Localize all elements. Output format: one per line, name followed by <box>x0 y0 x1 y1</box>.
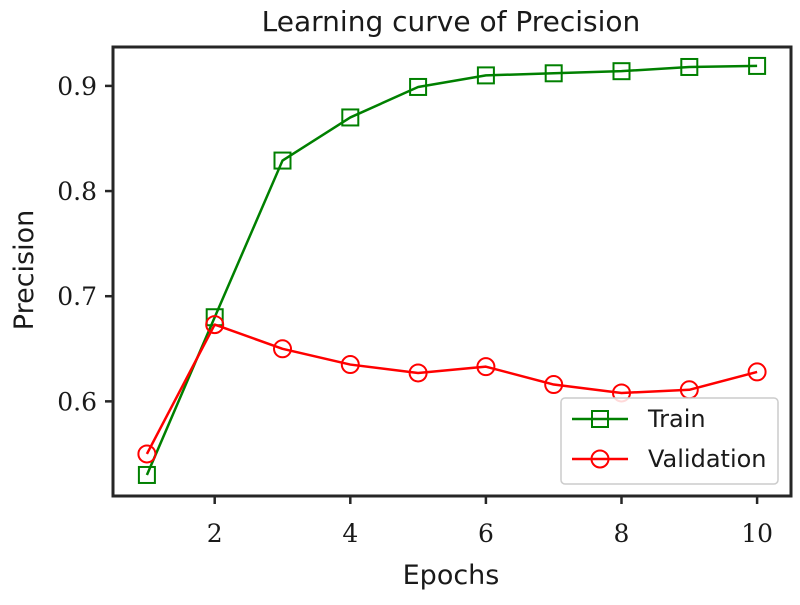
data-point-train <box>612 62 631 81</box>
legend-label-validation: Validation <box>648 445 767 473</box>
series-train <box>137 56 767 484</box>
legend-label-train: Train <box>647 405 706 433</box>
legend-item-validation: Validation <box>572 445 767 473</box>
y-tick-label: 0.9 <box>57 72 97 101</box>
series-layer <box>137 56 767 484</box>
legend: Train Validation <box>560 397 779 485</box>
data-point-train <box>748 56 767 75</box>
x-tick-label: 10 <box>741 519 773 548</box>
data-point-validation <box>273 339 292 359</box>
series-validation <box>137 315 767 464</box>
y-tick-label: 0.7 <box>57 282 97 311</box>
x-tick-label: 2 <box>207 519 223 548</box>
data-point-train <box>409 77 428 96</box>
data-point-validation <box>340 355 360 375</box>
data-point-train <box>137 465 156 484</box>
chart-title: Learning curve of Precision <box>262 5 641 38</box>
data-point-train <box>476 66 495 85</box>
legend-items: Train Validation <box>572 405 767 473</box>
data-point-train <box>341 108 360 127</box>
x-tick-label: 4 <box>342 519 358 548</box>
y-tick-label: 0.6 <box>57 387 97 416</box>
data-point-validation <box>476 357 496 377</box>
x-tick-label: 6 <box>478 519 494 548</box>
y-axis-title: Precision <box>9 210 40 330</box>
data-point-validation <box>408 363 428 383</box>
data-point-validation <box>137 444 157 464</box>
data-point-validation <box>747 362 767 382</box>
legend-marker-validation <box>590 449 610 469</box>
legend-item-train: Train <box>572 405 706 433</box>
data-point-train <box>273 151 292 170</box>
x-tick-label: 8 <box>614 519 630 548</box>
series-line-validation <box>145 323 758 455</box>
data-point-train <box>544 64 563 83</box>
series-line-train <box>145 64 758 476</box>
data-point-validation <box>205 315 225 335</box>
plot-frame <box>111 45 793 498</box>
data-point-train <box>680 57 699 76</box>
legend-marker-train <box>591 410 609 428</box>
ticks-layer: 2 4 6 8 10 0.6 0.7 0.8 0.9 <box>57 72 773 548</box>
x-axis-title: Epochs <box>403 560 500 591</box>
y-tick-label: 0.8 <box>57 177 97 206</box>
data-point-validation <box>544 375 564 395</box>
